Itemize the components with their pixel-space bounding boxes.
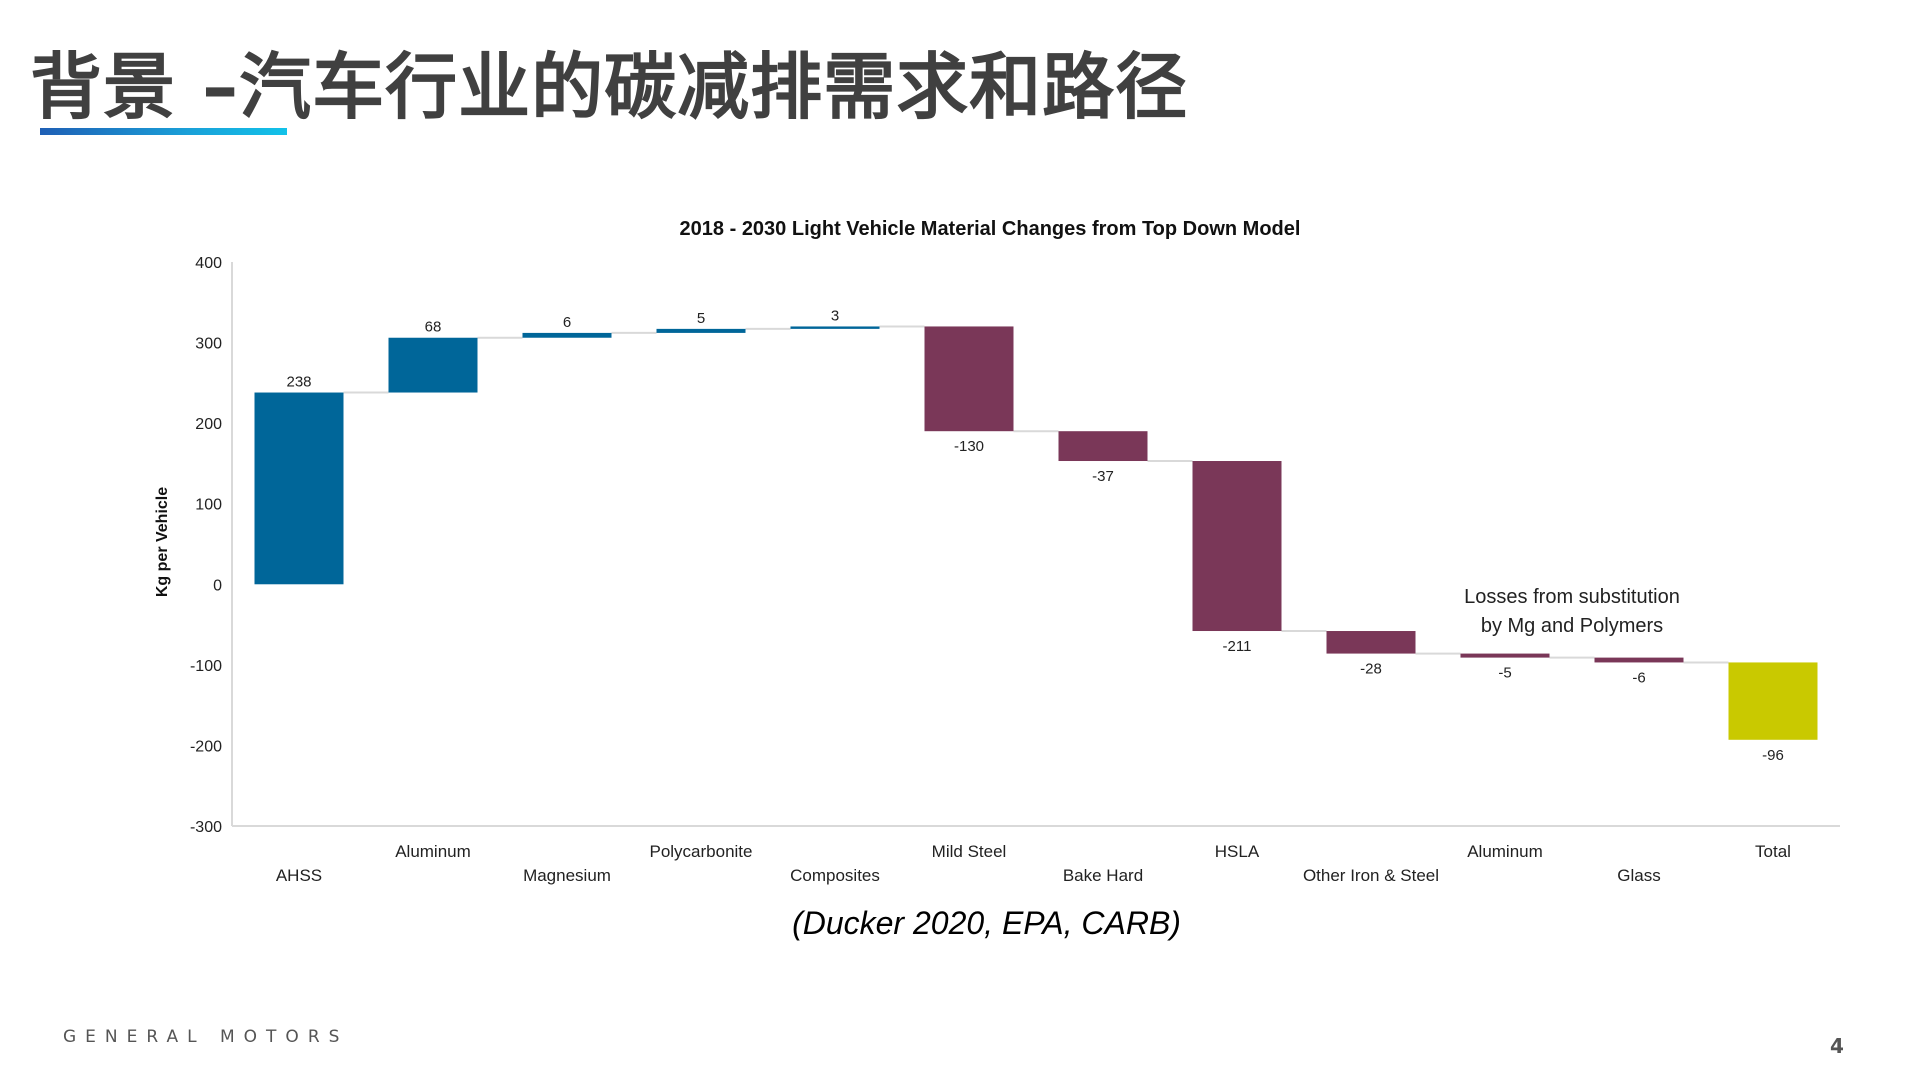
slide-title: 背景 –汽车行业的碳减排需求和路径: [30, 45, 1189, 129]
data-label: 5: [697, 310, 705, 327]
category-label: Other Iron & Steel: [1303, 866, 1439, 885]
annotation-text: by Mg and Polymers: [1481, 615, 1663, 637]
bar-1: [254, 392, 344, 585]
data-label: -28: [1360, 661, 1382, 678]
bar-6: [924, 326, 1014, 432]
data-label: 238: [286, 374, 311, 391]
y-tick-label: -200: [190, 738, 222, 755]
bar-4: [656, 328, 746, 333]
category-label: HSLA: [1215, 842, 1260, 861]
bar-11: [1594, 657, 1684, 663]
data-label: -37: [1092, 468, 1114, 485]
data-label: 6: [563, 314, 571, 331]
chart-title: 2018 - 2030 Light Vehicle Material Chang…: [680, 218, 1301, 240]
category-label: Polycarbonite: [649, 842, 752, 861]
bar-9: [1326, 631, 1416, 654]
annotation-text: Losses from substitution: [1464, 586, 1680, 608]
category-label: Aluminum: [395, 842, 471, 861]
bar-8: [1192, 461, 1282, 632]
title-underline: [40, 128, 287, 135]
bar-7: [1058, 431, 1148, 462]
bar-5: [790, 326, 880, 329]
category-label: Aluminum: [1467, 842, 1543, 861]
category-label: Mild Steel: [932, 842, 1007, 861]
y-tick-label: 100: [195, 497, 222, 514]
data-label: 68: [425, 319, 442, 336]
y-tick-label: -100: [190, 658, 222, 675]
bar-2: [388, 337, 478, 393]
y-tick-label: 200: [195, 416, 222, 433]
data-label: -130: [954, 438, 984, 455]
category-label: Composites: [790, 866, 880, 885]
category-label: Magnesium: [523, 866, 611, 885]
bar-12: [1728, 662, 1818, 740]
data-label: -6: [1632, 669, 1645, 686]
y-tick-label: 400: [195, 255, 222, 272]
data-label: 3: [831, 307, 839, 324]
y-axis-label: Kg per Vehicle: [154, 487, 171, 597]
y-tick-label: 0: [213, 577, 222, 594]
bar-10: [1460, 653, 1550, 658]
general-motors-logo: GENERAL MOTORS: [63, 1027, 349, 1047]
data-label: -211: [1223, 638, 1252, 655]
source-note: (Ducker 2020, EPA, CARB): [792, 905, 1181, 941]
y-tick-label: -300: [190, 819, 222, 836]
data-label: -96: [1762, 747, 1784, 764]
category-label: Bake Hard: [1063, 866, 1143, 885]
category-label: Glass: [1617, 866, 1660, 885]
bar-3: [522, 332, 612, 338]
category-label: AHSS: [276, 866, 322, 885]
category-label: Total: [1755, 842, 1791, 861]
page-number: 4: [1830, 1034, 1844, 1058]
data-label: -5: [1498, 665, 1511, 682]
y-tick-label: 300: [195, 336, 222, 353]
